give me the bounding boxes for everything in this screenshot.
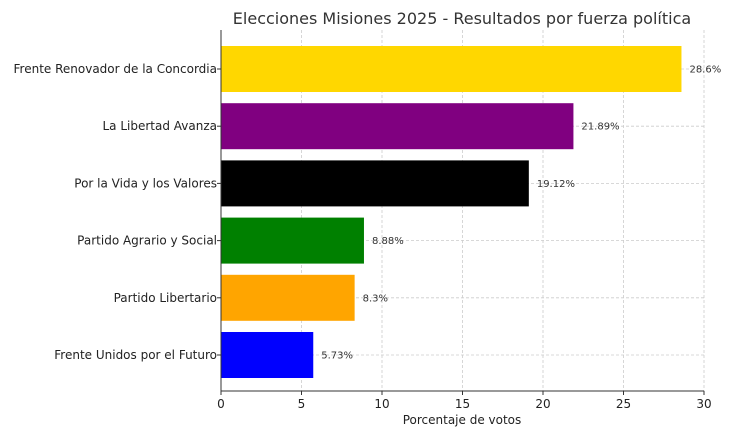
- x-tick-label: 10: [374, 397, 389, 411]
- bar: [221, 160, 529, 207]
- bar: [221, 217, 364, 264]
- y-tick-labels: Frente Renovador de la Concordia La Liber…: [14, 62, 221, 362]
- x-tick-label: 0: [217, 397, 225, 411]
- bar-value-label: 21.89%: [581, 122, 619, 133]
- bar-value-label: 8.88%: [372, 236, 404, 247]
- bar-value-label: 28.6%: [689, 65, 721, 76]
- bar: [221, 332, 314, 378]
- x-tick-label: 20: [535, 397, 550, 411]
- bar-value-label: 8.3%: [363, 293, 388, 304]
- bar: [221, 103, 574, 150]
- bars: [221, 46, 682, 378]
- x-axis-label: Porcentaje de votos: [403, 413, 522, 427]
- x-tick-label: 30: [696, 397, 711, 411]
- y-tick-label: Frente Renovador de la Concordia: [14, 62, 218, 76]
- y-tick-label: Partido Libertario: [114, 291, 217, 305]
- x-tick-label: 15: [455, 397, 470, 411]
- bar-value-label: 19.12%: [537, 179, 575, 190]
- x-tick-label: 25: [616, 397, 631, 411]
- bar-value-label: 5.73%: [321, 351, 353, 362]
- x-tick-label: 5: [298, 397, 306, 411]
- y-tick-label: Frente Unidos por el Futuro: [54, 348, 217, 362]
- bar: [221, 46, 682, 92]
- chart-title: Elecciones Misiones 2025 - Resultados po…: [233, 9, 691, 28]
- y-tick-label: La Libertad Avanza: [102, 119, 217, 133]
- value-labels: 28.6% 21.89% 19.12% 8.88% 8.3% 5.73%: [321, 65, 721, 362]
- y-tick-label: Partido Agrario y Social: [77, 234, 217, 248]
- x-tick-labels: 0 5 10 15 20 25 30: [217, 391, 712, 411]
- bar: [221, 274, 355, 321]
- y-tick-label: Por la Vida y los Valores: [74, 176, 217, 190]
